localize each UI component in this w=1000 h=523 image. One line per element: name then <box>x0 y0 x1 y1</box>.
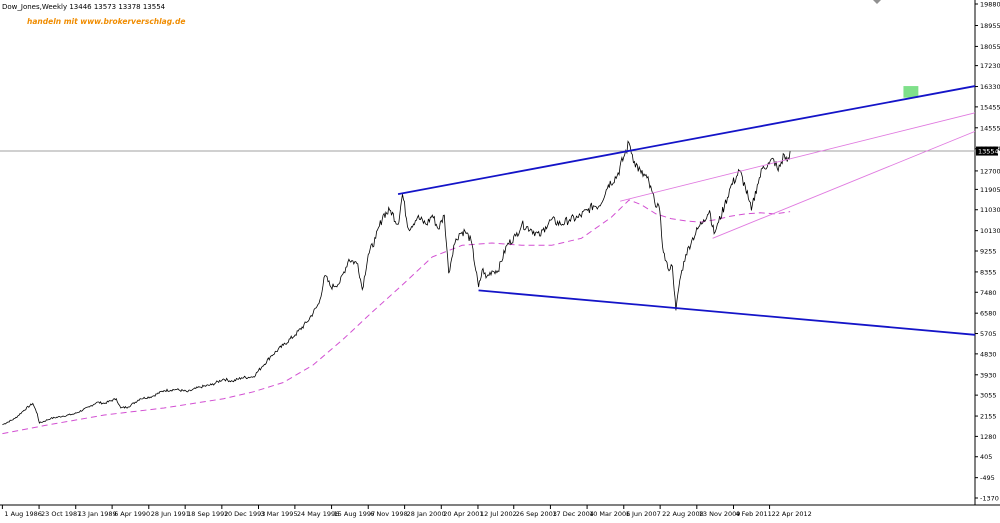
y-tick-label: 9255 <box>980 248 997 256</box>
y-tick-label: 7480 <box>980 289 997 297</box>
y-tick-label: 6580 <box>980 310 997 318</box>
y-tick-label: 405 <box>980 453 992 461</box>
x-tick-label: 6 Nov 1998 <box>370 510 408 518</box>
x-tick-label: 23 Oct 1987 <box>41 510 81 518</box>
y-tick-label: 12700 <box>980 167 1000 175</box>
x-tick-label: 17 Dec 2004 <box>552 510 594 518</box>
current-price-box <box>976 146 998 156</box>
y-tick-label: -1370 <box>980 495 999 503</box>
y-tick-label: 17230 <box>980 62 1000 70</box>
moving-average-line <box>2 199 791 435</box>
x-tick-label: 1 Aug 1986 <box>4 510 42 518</box>
y-tick-label: 3055 <box>980 392 997 400</box>
y-tick-label: 2155 <box>980 413 997 421</box>
x-tick-label: 10 Dec 1993 <box>224 510 266 518</box>
y-tick-label: 15455 <box>980 103 1000 111</box>
y-tick-label: 11905 <box>980 186 1000 194</box>
y-tick-label: 5705 <box>980 330 997 338</box>
upper-resistance-trendline <box>397 85 976 196</box>
x-tick-label: 4 Feb 2011 <box>735 510 771 518</box>
symbol-line: Dow_Jones,Weekly 13446 13573 13378 13554 <box>2 3 166 11</box>
x-tick-label: 28 Jan 2000 <box>407 510 446 518</box>
x-tick-label: 12 Jul 2002 <box>480 510 517 518</box>
x-tick-label: 28 Jun 1991 <box>151 510 190 518</box>
x-tick-label: 22 Apr 2012 <box>772 510 812 518</box>
price-line <box>2 140 791 426</box>
y-tick-label: 1280 <box>980 433 997 441</box>
y-tick-label: 8355 <box>980 268 997 276</box>
y-tick-label: 18955 <box>980 22 1000 30</box>
target-zone-box <box>903 86 919 98</box>
x-tick-label: 18 Sep 1992 <box>187 510 228 518</box>
x-tick-label: 24 May 1996 <box>297 510 339 518</box>
x-tick-label: 1 Jun 2007 <box>626 510 661 518</box>
y-tick-label: -495 <box>980 474 995 482</box>
y-tick-label: 11030 <box>980 206 1000 214</box>
x-tick-label: 15 Aug 1997 <box>334 510 376 518</box>
x-tick-label: 13 Nov 2009 <box>699 510 741 518</box>
x-tick-label: 3 Mar 1995 <box>261 510 298 518</box>
y-tick-label: 10130 <box>980 227 1000 235</box>
current-price-label: 13554 <box>978 148 999 156</box>
channel-lower-line <box>712 130 976 239</box>
y-tick-label: 3930 <box>980 371 997 379</box>
x-tick-label: 10 Mar 2006 <box>589 510 630 518</box>
x-tick-label: 26 Sep 2003 <box>516 510 557 518</box>
top-scroll-marker-icon <box>873 0 881 4</box>
x-tick-label: 6 Apr 1990 <box>114 510 150 518</box>
x-tick-label: 13 Jan 1989 <box>78 510 117 518</box>
channel-upper-line <box>620 112 976 202</box>
x-tick-label: 22 Aug 2008 <box>662 510 704 518</box>
lower-support-trendline <box>478 289 976 336</box>
y-tick-label: 18055 <box>980 43 1000 51</box>
watermark-text: handeln mit www.brokerverschlag.de <box>27 17 185 26</box>
x-tick-label: 20 Apr 2001 <box>443 510 483 518</box>
y-tick-label: 14555 <box>980 124 1000 132</box>
y-tick-label: 4830 <box>980 350 997 358</box>
y-tick-label: 19880 <box>980 1 1000 9</box>
y-tick-label: 16330 <box>980 83 1000 91</box>
